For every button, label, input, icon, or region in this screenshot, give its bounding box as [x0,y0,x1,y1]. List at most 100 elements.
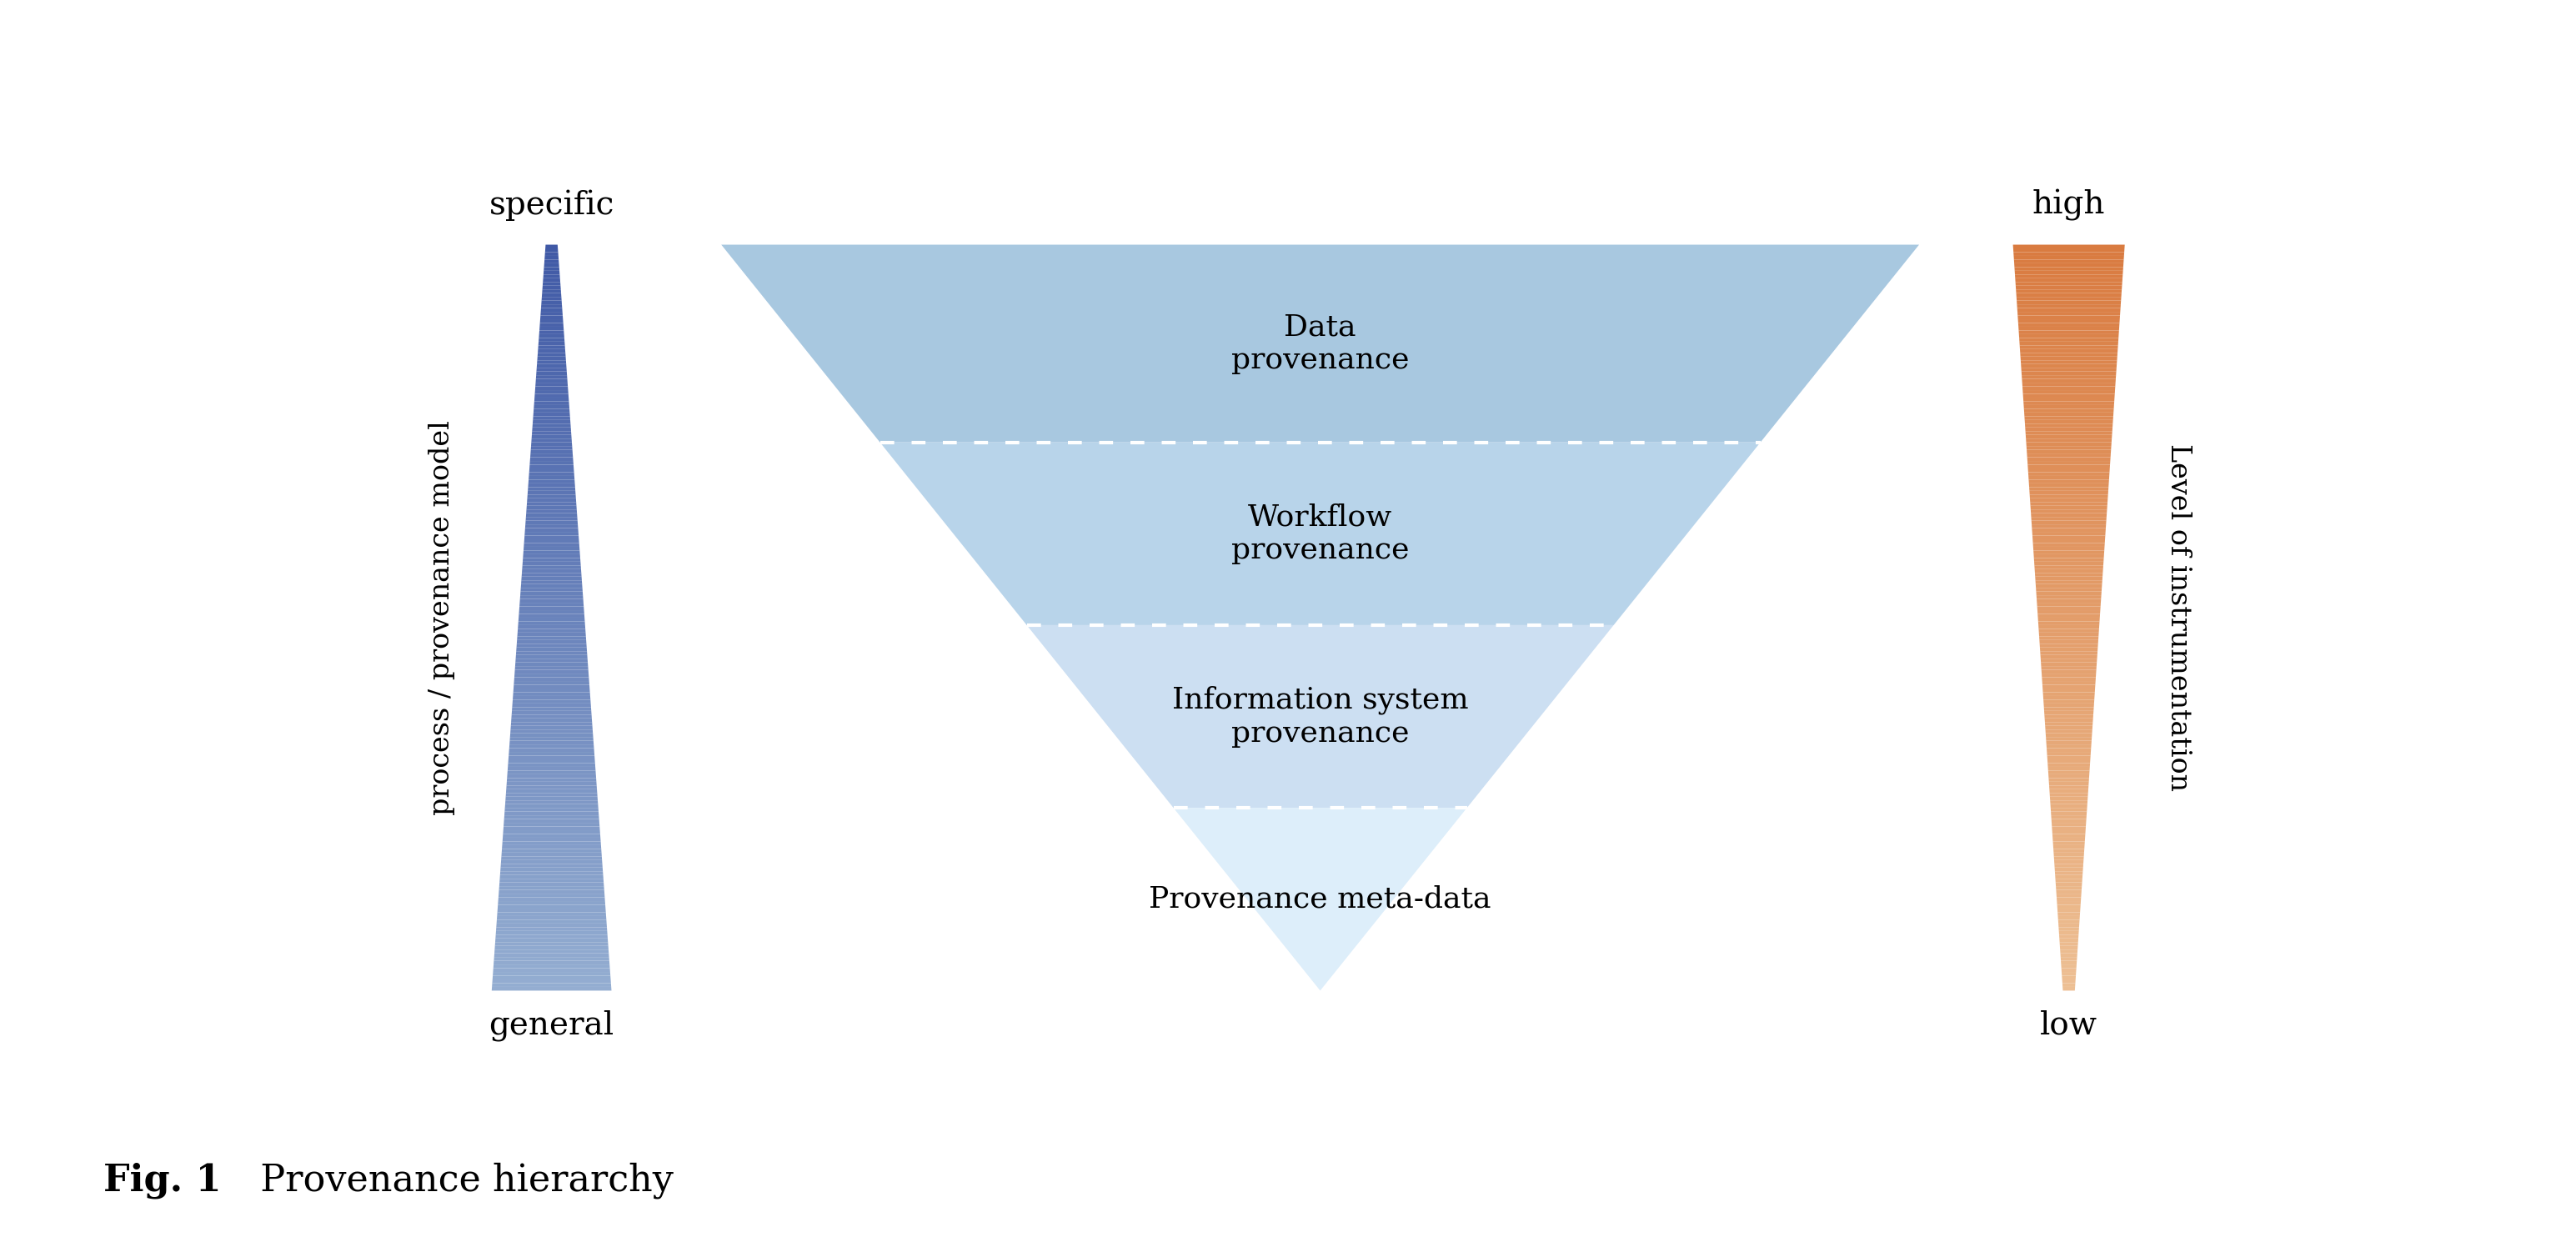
Polygon shape [2025,435,2112,438]
Polygon shape [2048,755,2092,759]
Polygon shape [538,330,564,334]
Polygon shape [2022,379,2115,383]
Polygon shape [505,792,598,796]
Polygon shape [2012,245,2125,248]
Polygon shape [500,891,605,894]
Polygon shape [2020,334,2117,338]
Polygon shape [2022,368,2117,371]
Polygon shape [2043,692,2094,696]
Polygon shape [2014,267,2123,271]
Polygon shape [2053,826,2087,830]
Polygon shape [515,662,587,666]
Polygon shape [526,517,577,520]
Polygon shape [526,509,577,513]
Polygon shape [2030,479,2110,483]
Polygon shape [2058,905,2081,909]
Polygon shape [502,841,600,845]
Polygon shape [502,852,603,856]
Polygon shape [2035,558,2105,561]
Polygon shape [526,520,577,524]
Polygon shape [515,673,590,677]
Polygon shape [544,267,559,271]
Polygon shape [2038,625,2099,628]
Polygon shape [520,576,582,580]
Polygon shape [533,405,569,409]
Polygon shape [526,513,577,517]
Polygon shape [502,833,600,837]
Polygon shape [533,409,569,412]
Polygon shape [510,725,592,729]
Polygon shape [2045,710,2094,714]
Polygon shape [523,569,582,573]
Polygon shape [523,550,580,554]
Polygon shape [544,274,559,278]
Polygon shape [544,263,559,267]
Polygon shape [2017,301,2120,304]
Polygon shape [2061,965,2076,969]
Polygon shape [523,561,580,565]
Polygon shape [528,476,574,479]
Polygon shape [500,887,605,891]
Polygon shape [538,345,564,349]
Polygon shape [502,848,603,852]
Polygon shape [495,943,608,946]
Polygon shape [533,424,572,427]
Polygon shape [518,643,587,647]
Polygon shape [2030,517,2107,520]
Polygon shape [2038,628,2099,632]
Polygon shape [2027,442,2112,446]
Polygon shape [518,621,585,625]
Polygon shape [500,879,603,883]
Polygon shape [515,647,587,651]
Polygon shape [2040,647,2097,651]
Polygon shape [497,913,605,917]
Polygon shape [507,766,595,770]
Polygon shape [497,917,605,920]
Polygon shape [513,710,592,714]
Polygon shape [2017,304,2120,308]
Polygon shape [2058,913,2079,917]
Polygon shape [2043,699,2094,703]
Polygon shape [2027,450,2110,453]
Polygon shape [2020,327,2120,330]
Polygon shape [544,252,559,256]
Polygon shape [2056,887,2081,891]
Polygon shape [2032,535,2105,539]
Polygon shape [2022,390,2115,394]
Polygon shape [513,692,590,696]
Polygon shape [2025,431,2112,435]
Polygon shape [2061,972,2076,976]
Polygon shape [518,625,585,628]
Text: Level of instrumentation: Level of instrumentation [2166,443,2192,791]
Polygon shape [541,319,564,323]
Polygon shape [2050,822,2087,826]
Polygon shape [497,894,605,898]
Polygon shape [1175,807,1466,991]
Polygon shape [2040,669,2097,673]
Polygon shape [515,651,587,655]
Text: low: low [2040,1010,2097,1041]
Polygon shape [2025,424,2112,427]
Polygon shape [515,677,590,681]
Polygon shape [2058,928,2079,932]
Polygon shape [520,595,582,599]
Polygon shape [2053,856,2084,859]
Polygon shape [495,950,608,954]
Polygon shape [533,401,569,405]
Polygon shape [2032,520,2107,524]
Polygon shape [520,573,582,576]
Polygon shape [513,714,592,718]
Polygon shape [510,740,592,744]
Polygon shape [531,457,574,461]
Polygon shape [500,876,603,879]
Text: process / provenance model: process / provenance model [428,420,456,815]
Polygon shape [507,774,595,777]
Polygon shape [2056,902,2081,905]
Polygon shape [531,465,574,468]
Polygon shape [492,984,611,987]
Polygon shape [2014,252,2125,256]
Polygon shape [497,905,605,909]
Polygon shape [2032,524,2107,528]
Polygon shape [538,338,564,342]
Polygon shape [541,312,562,315]
